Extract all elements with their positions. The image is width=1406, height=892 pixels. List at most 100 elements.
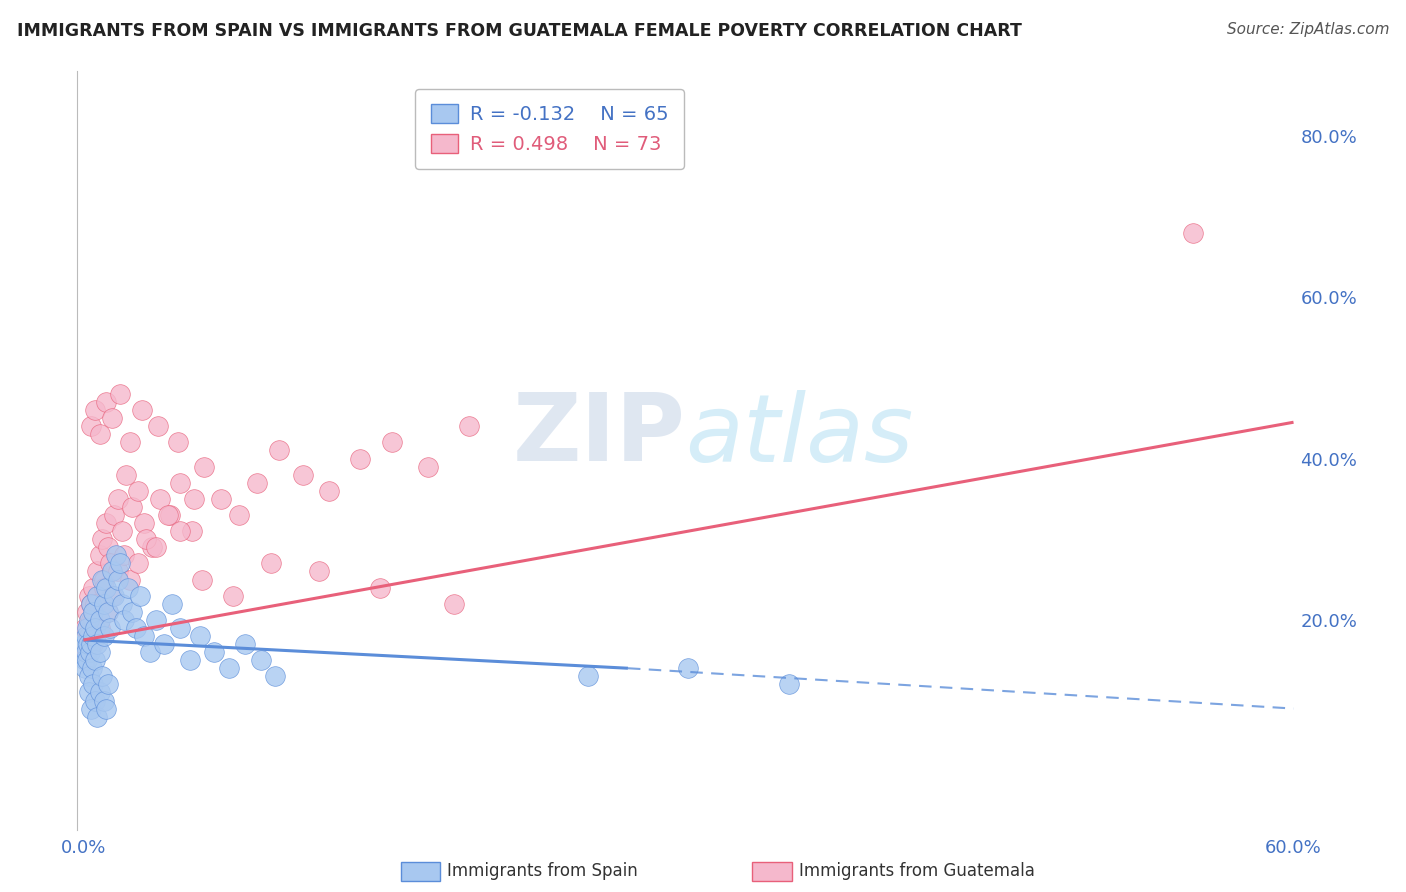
Point (218, 661, 240, 675)
Point (108, 387, 131, 401)
Point (678, 661, 700, 675)
Point (159, 508, 181, 522)
Text: IMMIGRANTS FROM SPAIN VS IMMIGRANTS FROM GUATEMALA FEMALE POVERTY CORRELATION CH: IMMIGRANTS FROM SPAIN VS IMMIGRANTS FROM… (17, 22, 1022, 40)
Point (107, 573, 129, 587)
Point (114, 467, 136, 482)
Point (107, 565, 129, 579)
Point (94, 395, 117, 409)
Point (250, 653, 273, 667)
Point (103, 508, 125, 522)
Point (118, 573, 141, 587)
Point (80, 597, 103, 611)
Point (73, 653, 96, 667)
Point (80, 637, 103, 651)
Point (93, 573, 115, 587)
Point (76, 645, 98, 659)
Point (98, 557, 121, 571)
Point (93, 581, 115, 595)
Point (75, 645, 97, 659)
Point (149, 491, 172, 506)
Point (368, 581, 391, 595)
Point (112, 613, 135, 627)
Point (121, 605, 143, 619)
Point (132, 629, 155, 643)
Point (89, 427, 111, 442)
Legend: R = -0.132    N = 65, R = 0.498    N = 73: R = -0.132 N = 65, R = 0.498 N = 73 (415, 88, 685, 169)
Point (181, 524, 204, 538)
Point (292, 467, 315, 482)
Point (76, 605, 98, 619)
Point (131, 403, 153, 417)
Point (169, 475, 191, 490)
Point (153, 637, 176, 651)
Point (145, 541, 167, 555)
Point (97, 605, 120, 619)
Point (132, 516, 155, 530)
Point (145, 613, 167, 627)
Point (246, 475, 269, 490)
Point (125, 621, 148, 635)
Point (89, 645, 111, 659)
Point (86, 637, 108, 651)
Point (111, 597, 134, 611)
Point (79, 669, 101, 683)
Text: Immigrants from Guatemala: Immigrants from Guatemala (799, 863, 1035, 880)
Point (308, 565, 330, 579)
Point (183, 491, 205, 506)
Point (267, 443, 290, 458)
Point (264, 669, 287, 683)
Point (100, 589, 122, 603)
Point (76, 621, 98, 635)
Point (89, 549, 111, 563)
Point (79, 589, 101, 603)
Point (86, 709, 108, 723)
Point (418, 459, 440, 474)
Point (94, 516, 117, 530)
Point (75, 621, 97, 635)
Point (349, 451, 371, 466)
Point (128, 589, 150, 603)
Point (79, 613, 101, 627)
Point (82, 605, 104, 619)
Point (97, 541, 120, 555)
Point (108, 557, 131, 571)
Point (204, 645, 226, 659)
Point (89, 621, 111, 635)
Point (77, 637, 100, 651)
Point (97, 677, 120, 691)
Point (82, 637, 104, 651)
Point (89, 613, 111, 627)
Point (93, 629, 115, 643)
Point (86, 589, 108, 603)
Point (112, 549, 135, 563)
Point (94, 581, 117, 595)
Point (84, 653, 107, 667)
Point (82, 661, 104, 675)
Point (193, 459, 215, 474)
Point (89, 685, 111, 699)
Text: Source: ZipAtlas.com: Source: ZipAtlas.com (1226, 22, 1389, 37)
Point (221, 589, 243, 603)
Point (111, 524, 134, 538)
Point (233, 637, 256, 651)
Point (169, 621, 191, 635)
Text: atlas: atlas (686, 390, 914, 481)
Point (80, 419, 103, 434)
Point (80, 613, 103, 627)
Point (778, 677, 800, 691)
Point (90, 669, 112, 683)
Point (169, 524, 191, 538)
Point (127, 557, 149, 571)
Point (139, 645, 162, 659)
Point (104, 549, 127, 563)
Point (82, 581, 104, 595)
Point (228, 508, 250, 522)
Point (260, 557, 283, 571)
Point (121, 500, 143, 514)
Point (167, 435, 190, 450)
Point (75, 629, 97, 643)
Point (457, 419, 479, 434)
Point (98, 621, 121, 635)
Point (84, 693, 107, 707)
Point (76, 653, 98, 667)
